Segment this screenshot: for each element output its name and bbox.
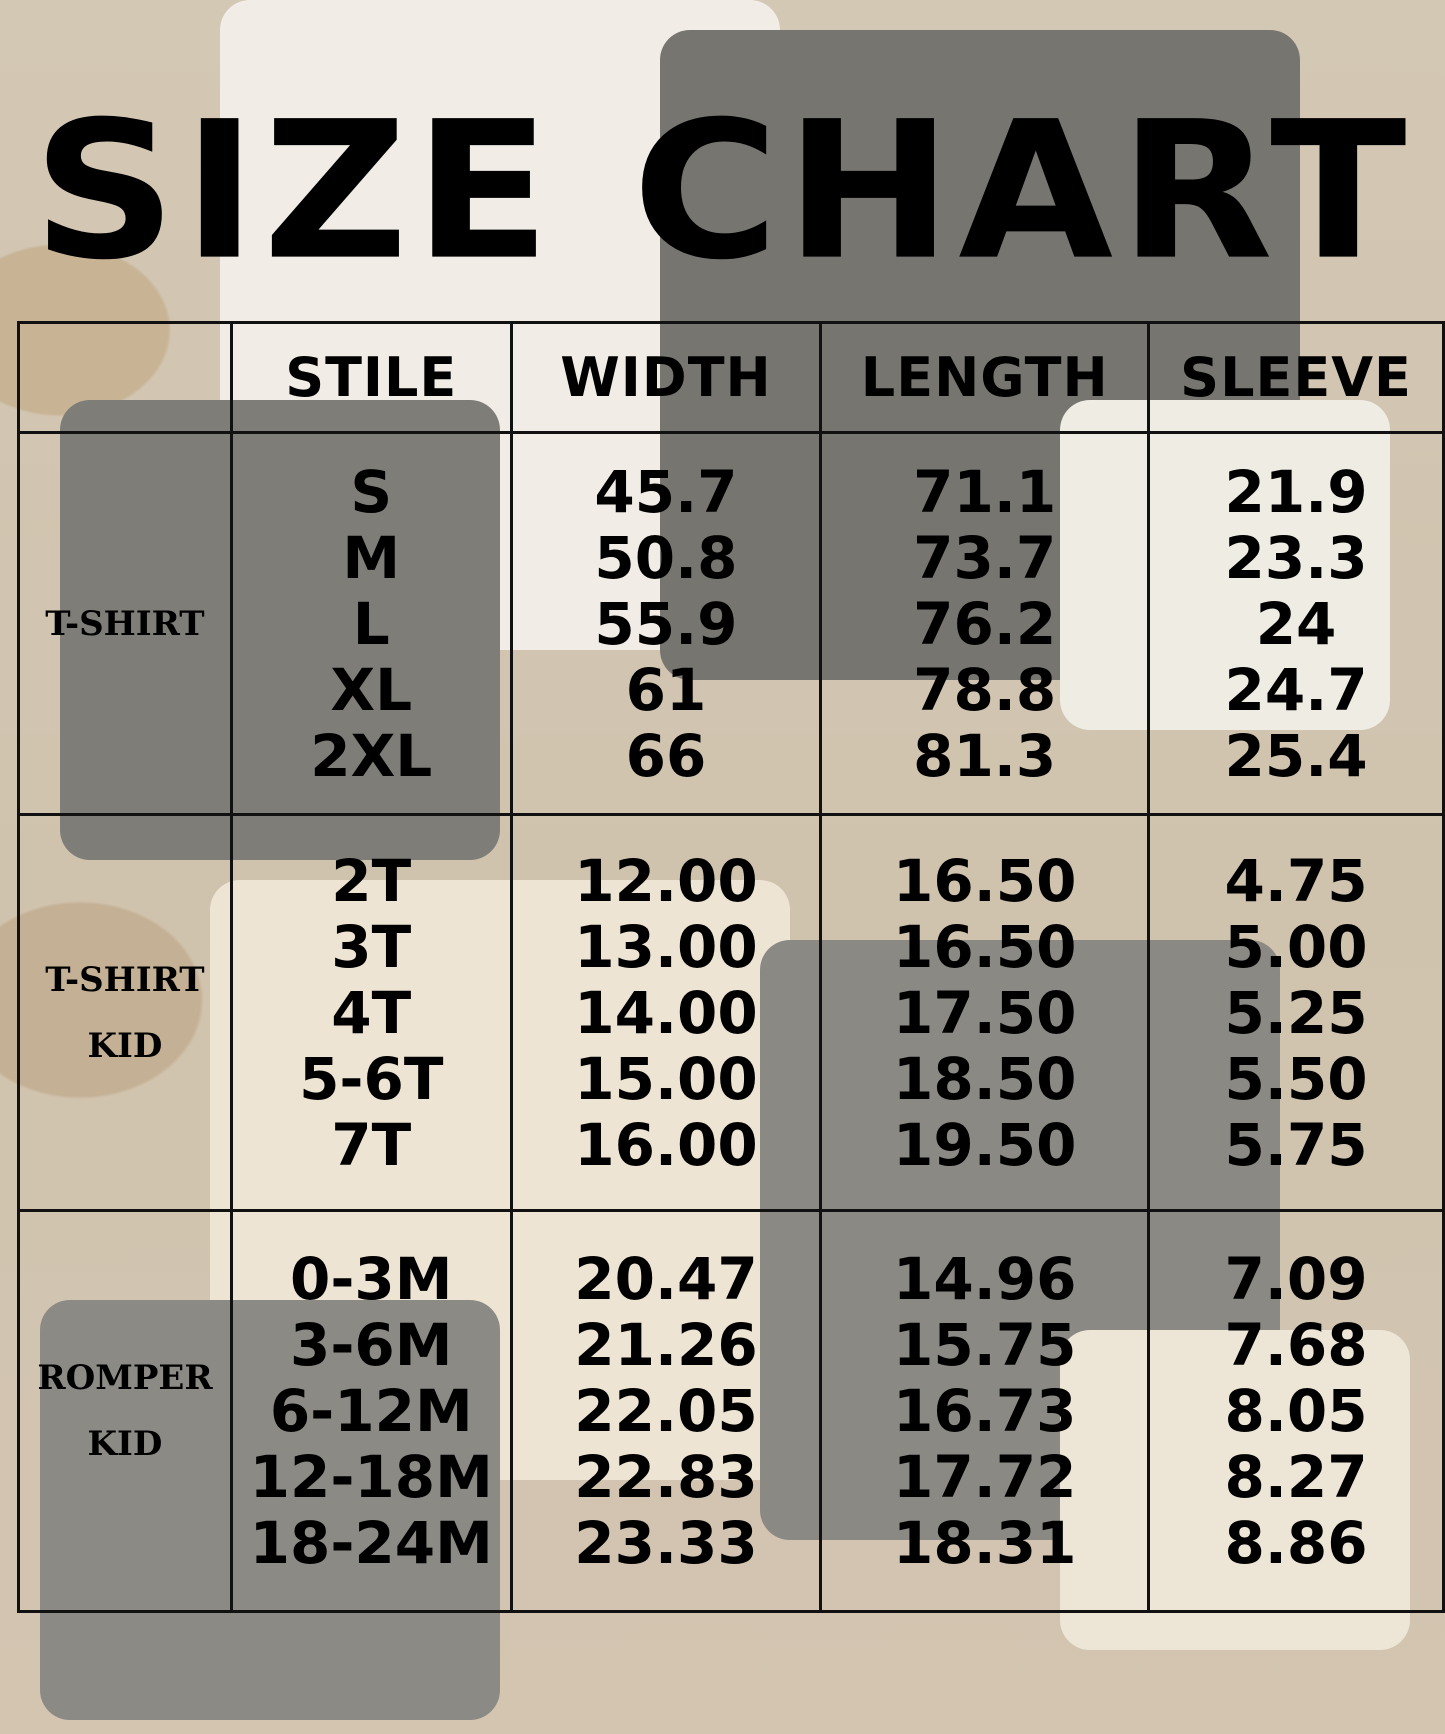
cell-value: 7.09	[1224, 1245, 1368, 1313]
sleeve-list: 4.75 5.00 5.25 5.50 5.75	[1147, 813, 1445, 1212]
category-text: KID	[87, 1424, 163, 1464]
cell-value: 16.50	[893, 912, 1077, 981]
width-list: 12.00 13.00 14.00 15.00 16.00	[509, 813, 823, 1212]
cell-value: 4T	[331, 978, 412, 1047]
cell-value: 3T	[331, 912, 412, 981]
cell-value: 71.1	[913, 457, 1057, 526]
cell-value: 22.83	[574, 1443, 758, 1511]
cell-value: 5.75	[1224, 1110, 1368, 1179]
cell-value: 18.50	[893, 1044, 1077, 1113]
width-list: 20.47 21.26 22.05 22.83 23.33	[509, 1209, 823, 1613]
category-text: T-SHIRT	[45, 603, 205, 644]
length-list: 14.96 15.75 16.73 17.72 18.31	[819, 1209, 1151, 1613]
cell-value: 2XL	[310, 721, 433, 790]
header-empty	[17, 321, 233, 434]
cell-value: 18.31	[893, 1509, 1077, 1577]
cell-value: 5.25	[1224, 978, 1368, 1047]
header-stile: STILE	[229, 321, 513, 434]
category-label: ROMPER KID	[17, 1209, 233, 1613]
cell-value: 45.7	[594, 457, 738, 526]
cell-value: 78.8	[913, 655, 1057, 724]
cell-value: 5-6T	[299, 1044, 444, 1113]
header-sleeve: SLEEVE	[1147, 321, 1445, 434]
cell-value: 16.73	[893, 1377, 1077, 1445]
cell-value: 17.50	[893, 978, 1077, 1047]
category-label: T-SHIRT	[17, 431, 233, 816]
width-list: 45.7 50.8 55.9 61 66	[509, 431, 823, 816]
header-length: LENGTH	[819, 321, 1151, 434]
cell-value: 81.3	[913, 721, 1057, 790]
cell-value: 12.00	[574, 846, 758, 915]
group-row-tshirt-kid: T-SHIRT KID 2T 3T 4T 5-6T 7T 12.00 13.00 14.00 15.…	[17, 813, 1445, 1212]
cell-value: 13.00	[574, 912, 758, 981]
header-width: WIDTH	[509, 321, 823, 434]
cell-value: 17.72	[893, 1443, 1077, 1511]
cell-value: 4.75	[1224, 846, 1368, 915]
cell-value: 50.8	[594, 523, 738, 592]
cell-value: 5.00	[1224, 912, 1368, 981]
category-text: ROMPER	[37, 1358, 213, 1398]
cell-value: M	[342, 523, 401, 592]
cell-value: 25.4	[1224, 721, 1368, 790]
cell-value: 16.50	[893, 846, 1077, 915]
cell-value: 21.9	[1224, 457, 1368, 526]
cell-value: 5.50	[1224, 1044, 1368, 1113]
size-table: STILE WIDTH LENGTH SLEEVE T-SHIRT S M L XL 2X…	[17, 321, 1445, 1613]
cell-value: 8.27	[1224, 1443, 1368, 1511]
category-text: T-SHIRT	[45, 959, 205, 1000]
cell-value: 14.00	[574, 978, 758, 1047]
length-list: 71.1 73.7 76.2 78.8 81.3	[819, 431, 1151, 816]
size-list: 0-3M 3-6M 6-12M 12-18M 18-24M	[229, 1209, 513, 1613]
cell-value: 16.00	[574, 1110, 758, 1179]
category-label: T-SHIRT KID	[17, 813, 233, 1212]
cell-value: XL	[330, 655, 413, 724]
cell-value: 66	[625, 721, 707, 790]
cell-value: 23.3	[1224, 523, 1368, 592]
page-title: SIZE CHART	[32, 80, 1413, 303]
cell-value: 55.9	[594, 589, 738, 658]
sleeve-list: 21.9 23.3 24 24.7 25.4	[1147, 431, 1445, 816]
cell-value: 23.33	[574, 1509, 758, 1577]
cell-value: 21.26	[574, 1311, 758, 1379]
cell-value: 20.47	[574, 1245, 758, 1313]
category-text: KID	[87, 1025, 163, 1066]
cell-value: 8.05	[1224, 1377, 1368, 1445]
cell-value: 7T	[331, 1110, 412, 1179]
cell-value: 19.50	[893, 1110, 1077, 1179]
group-row-romper-kid: ROMPER KID 0-3M 3-6M 6-12M 12-18M 18-24M 20.47 2…	[17, 1209, 1445, 1613]
cell-value: 24.7	[1224, 655, 1368, 724]
sleeve-list: 7.09 7.68 8.05 8.27 8.86	[1147, 1209, 1445, 1613]
cell-value: 61	[625, 655, 707, 724]
cell-value: 2T	[331, 846, 412, 915]
header-row: STILE WIDTH LENGTH SLEEVE	[17, 321, 1445, 434]
cell-value: S	[350, 457, 393, 526]
cell-value: 12-18M	[249, 1443, 493, 1511]
cell-value: 8.86	[1224, 1509, 1368, 1577]
cell-value: 7.68	[1224, 1311, 1368, 1379]
group-row-tshirt: T-SHIRT S M L XL 2XL 45.7 50.8 55.9 61 66 71.1 73.7 7…	[17, 431, 1445, 816]
cell-value: 15.75	[893, 1311, 1077, 1379]
cell-value: L	[352, 589, 390, 658]
cell-value: 76.2	[913, 589, 1057, 658]
cell-value: 15.00	[574, 1044, 758, 1113]
cell-value: 18-24M	[249, 1509, 493, 1577]
length-list: 16.50 16.50 17.50 18.50 19.50	[819, 813, 1151, 1212]
cell-value: 73.7	[913, 523, 1057, 592]
size-list: S M L XL 2XL	[229, 431, 513, 816]
cell-value: 6-12M	[269, 1377, 473, 1445]
cell-value: 3-6M	[290, 1311, 453, 1379]
cell-value: 0-3M	[290, 1245, 453, 1313]
cell-value: 24	[1255, 589, 1337, 658]
cell-value: 14.96	[893, 1245, 1077, 1313]
cell-value: 22.05	[574, 1377, 758, 1445]
size-list: 2T 3T 4T 5-6T 7T	[229, 813, 513, 1212]
